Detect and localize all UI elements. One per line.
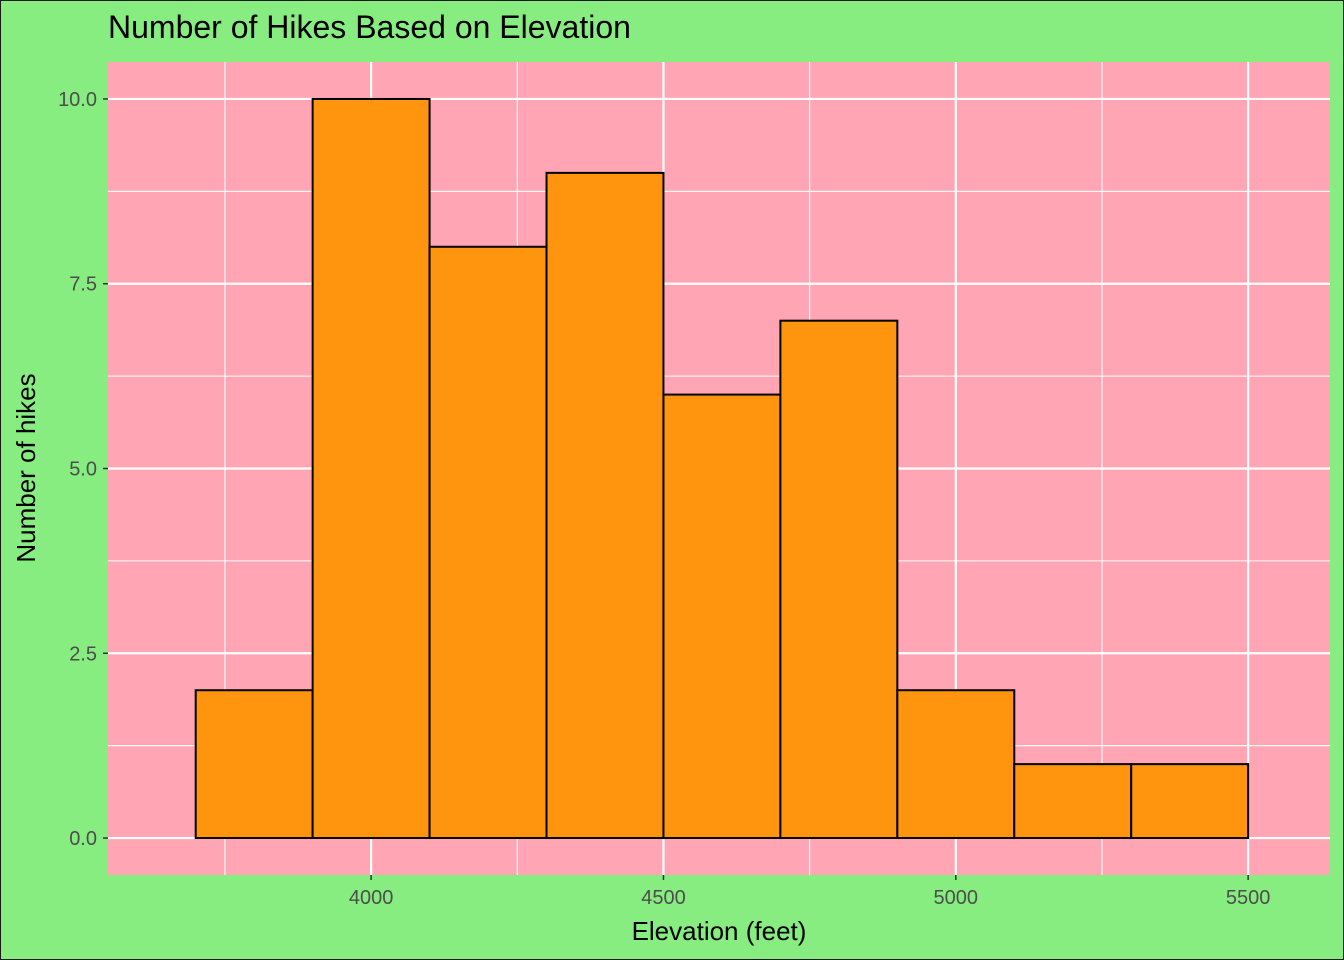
- x-tick-label: 5500: [1226, 887, 1271, 909]
- histogram-bar: [779, 319, 899, 840]
- y-axis-ticks: 0.0 2.5 5.0 7.5 10.0: [58, 89, 108, 850]
- histogram-bar: [896, 689, 1016, 840]
- y-tick-label: 5.0: [69, 459, 97, 481]
- histogram-bar: [1013, 763, 1133, 840]
- histogram-bar: [662, 393, 782, 840]
- y-tick-label: 7.5: [69, 274, 97, 296]
- y-tick-label: 0.0: [69, 828, 97, 850]
- x-tick-label: 5000: [934, 887, 979, 909]
- y-tick-label: 2.5: [69, 643, 97, 665]
- y-axis-title: Number of hikes: [11, 373, 41, 562]
- x-tick-label: 4500: [641, 887, 686, 909]
- x-axis-title: Elevation (feet): [632, 916, 807, 946]
- y-tick-label: 10.0: [58, 89, 97, 111]
- histogram-bar: [428, 245, 548, 840]
- histogram-bar: [194, 689, 314, 840]
- x-tick-label: 4000: [349, 887, 394, 909]
- x-axis-ticks: 4000 4500 5000 5500: [349, 875, 1271, 909]
- bars: [194, 97, 1250, 840]
- chart-title: Number of Hikes Based on Elevation: [108, 9, 631, 45]
- histogram-bar: [545, 171, 665, 840]
- histogram-bar: [1130, 763, 1250, 840]
- histogram-bar: [311, 97, 431, 840]
